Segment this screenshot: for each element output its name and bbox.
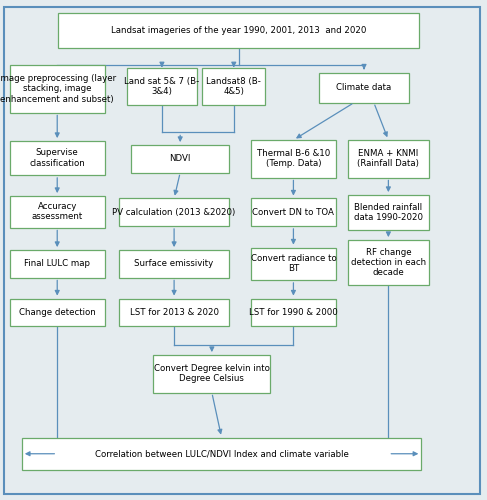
Text: LST for 1990 & 2000: LST for 1990 & 2000 [249,308,338,317]
Text: Correlation between LULC/NDVI Index and climate variable: Correlation between LULC/NDVI Index and … [94,449,349,458]
Text: RF change
detection in each
decade: RF change detection in each decade [351,248,426,278]
FancyBboxPatch shape [348,240,429,285]
FancyBboxPatch shape [10,250,105,278]
FancyBboxPatch shape [202,68,265,105]
Text: Convert DN to TOA: Convert DN to TOA [252,208,335,217]
FancyBboxPatch shape [251,198,336,226]
Text: Convert Degree kelvin into
Degree Celsius: Convert Degree kelvin into Degree Celsiu… [154,364,270,384]
FancyBboxPatch shape [119,198,229,226]
Text: Land sat 5& 7 (B-
3&4): Land sat 5& 7 (B- 3&4) [124,76,200,96]
FancyBboxPatch shape [153,355,270,393]
Text: Blended rainfall
data 1990-2020: Blended rainfall data 1990-2020 [354,203,423,222]
FancyBboxPatch shape [348,140,429,177]
FancyBboxPatch shape [319,72,409,102]
Text: Convert radiance to
BT: Convert radiance to BT [250,254,337,274]
Text: PV calculation (2013 &2020): PV calculation (2013 &2020) [112,208,236,217]
Text: NDVI: NDVI [169,154,191,163]
FancyBboxPatch shape [127,68,197,105]
Text: ENMA + KNMI
(Rainfall Data): ENMA + KNMI (Rainfall Data) [357,149,419,169]
Text: Thermal B-6 &10
(Temp. Data): Thermal B-6 &10 (Temp. Data) [257,149,330,169]
Text: Supervise
classification: Supervise classification [29,148,85,168]
FancyBboxPatch shape [10,298,105,326]
FancyBboxPatch shape [131,145,229,172]
FancyBboxPatch shape [251,298,336,326]
Text: Surface emissivity: Surface emissivity [134,259,214,268]
Text: Landsat imageries of the year 1990, 2001, 2013  and 2020: Landsat imageries of the year 1990, 2001… [111,26,366,35]
FancyBboxPatch shape [251,248,336,280]
FancyBboxPatch shape [10,141,105,175]
Text: Landsat8 (B-
4&5): Landsat8 (B- 4&5) [206,76,261,96]
Text: Accuracy
assessment: Accuracy assessment [32,202,83,222]
FancyBboxPatch shape [251,140,336,177]
Text: Image preprocessing (layer
stacking, image
enhancement and subset): Image preprocessing (layer stacking, ima… [0,74,116,104]
Text: Final LULC map: Final LULC map [24,259,90,268]
Text: LST for 2013 & 2020: LST for 2013 & 2020 [130,308,219,317]
FancyBboxPatch shape [119,250,229,278]
FancyBboxPatch shape [58,14,419,48]
FancyBboxPatch shape [10,196,105,228]
FancyBboxPatch shape [10,65,105,112]
Text: Climate data: Climate data [337,83,392,92]
FancyBboxPatch shape [119,298,229,326]
FancyBboxPatch shape [348,195,429,230]
Text: Change detection: Change detection [19,308,95,317]
FancyBboxPatch shape [22,438,421,470]
